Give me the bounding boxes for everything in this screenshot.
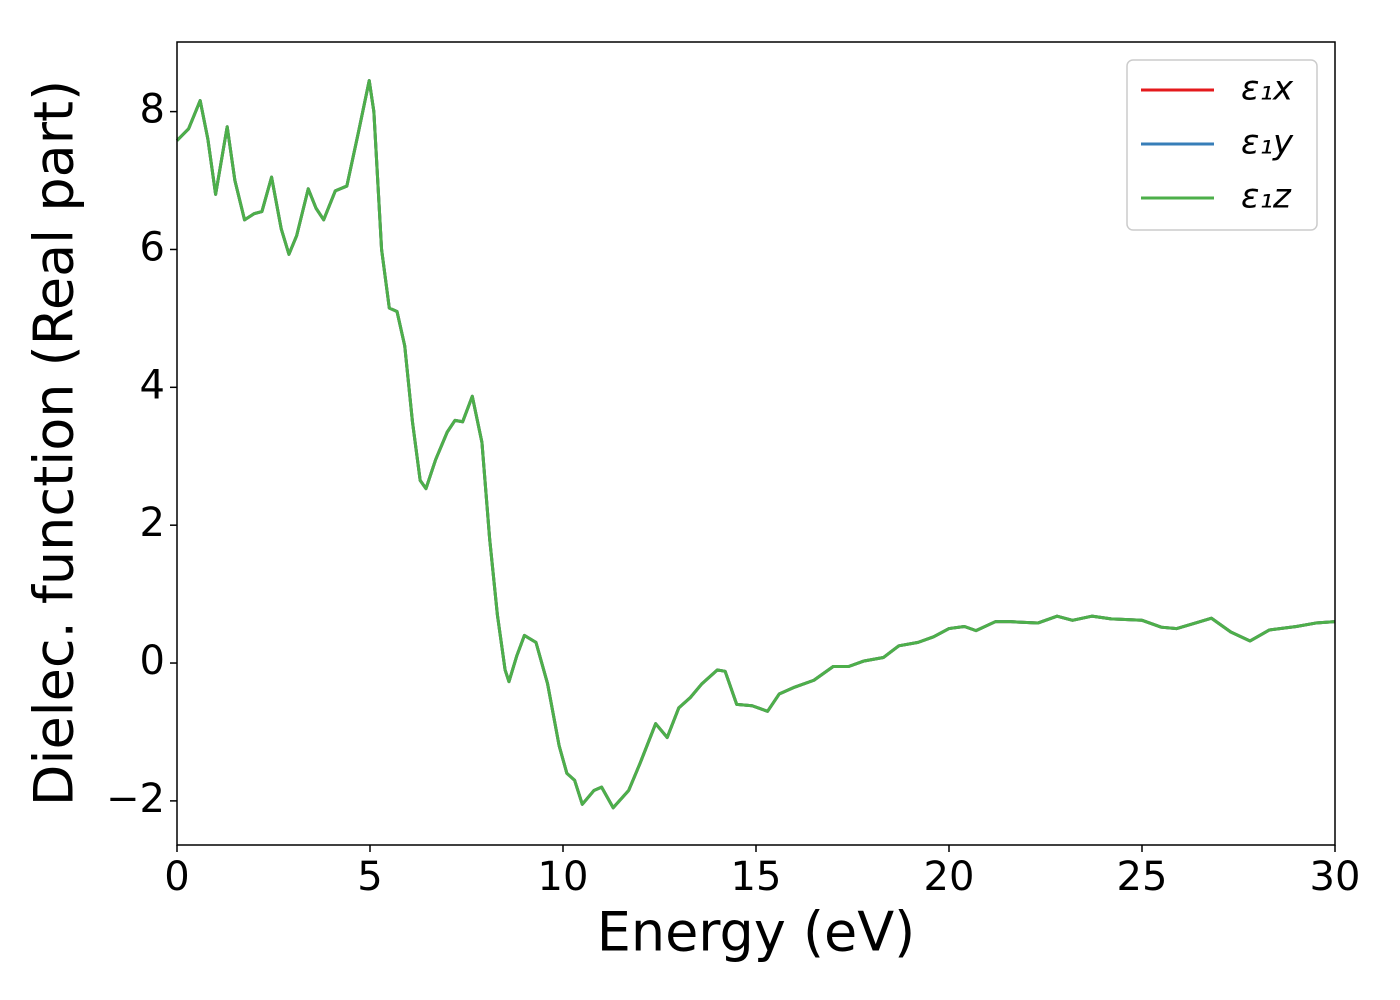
y-tick-label: 8	[140, 87, 165, 133]
y-tick-label: 0	[140, 638, 165, 684]
x-tick-label: 20	[924, 854, 975, 900]
plot-frame	[176, 41, 1336, 846]
y-tick-label: 2	[140, 500, 165, 546]
y-tick-label: 4	[140, 362, 165, 408]
x-tick-label: 10	[538, 854, 589, 900]
legend-box	[1126, 59, 1318, 231]
y-axis-label: Dielec. function (Real part)	[23, 80, 86, 806]
x-axis-label: Energy (eV)	[597, 901, 916, 964]
y-tick-label: 6	[140, 224, 165, 270]
x-tick-label: 25	[1117, 854, 1168, 900]
y-tick-label: −2	[106, 776, 165, 822]
legend-label: ε₁y	[1241, 123, 1294, 163]
legend-label: ε₁z	[1241, 177, 1292, 217]
legend-label: ε₁x	[1241, 69, 1294, 109]
x-tick-label: 15	[731, 854, 782, 900]
line-series	[175, 79, 1336, 810]
x-tick-label: 5	[357, 854, 382, 900]
x-tick-label: 0	[164, 854, 189, 900]
x-tick-label: 30	[1310, 854, 1361, 900]
